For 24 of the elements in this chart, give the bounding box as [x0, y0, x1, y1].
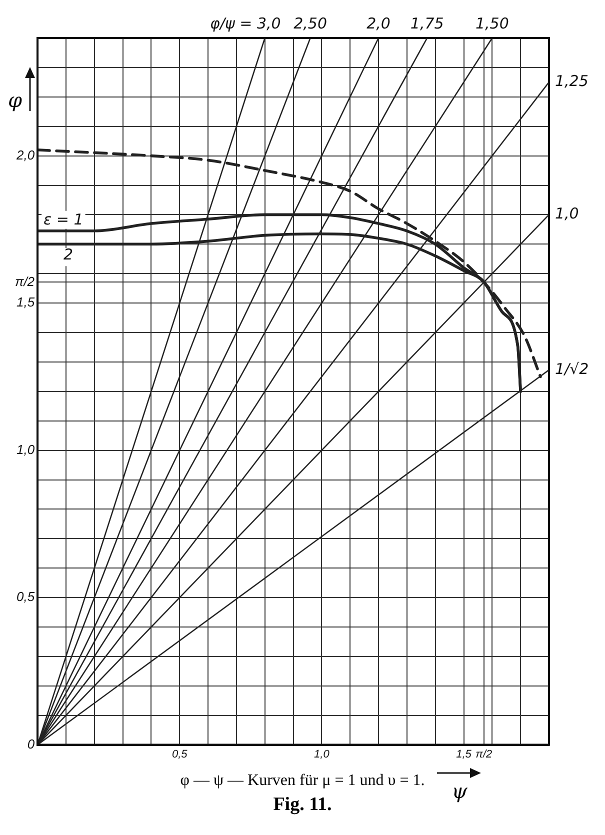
y-tick-label: 0,5: [16, 589, 36, 604]
series-label: 1/√2: [555, 360, 589, 378]
x-tick-label: π/2: [476, 748, 492, 760]
text: φ — ψ — Kurven für μ = 1 und υ = 1.: [180, 772, 425, 789]
y-axis-title: φ: [8, 88, 22, 112]
y-tick-label: 0: [27, 736, 36, 752]
caption: Fig. 11.: [273, 794, 332, 815]
series-label: ε = 1: [44, 210, 84, 228]
series-label: 2,0: [366, 14, 390, 32]
y-tick-label: 1,5: [16, 294, 36, 310]
x-tick-label: 0,5: [172, 748, 188, 760]
x-tick-label: 1,5: [456, 748, 472, 760]
series-label: 1,25: [555, 72, 588, 90]
series-label: 1,75: [410, 14, 444, 32]
series-label: 1,0: [555, 204, 579, 223]
x-axis-title: ψ: [452, 778, 468, 803]
y-tick-label: 1,0: [16, 442, 36, 457]
x-tick-label: 1,0: [314, 748, 330, 760]
series-label: φ/ψ = 3,0: [210, 14, 281, 32]
series-label: 2,50: [294, 14, 328, 32]
y-tick-label: π/2: [14, 274, 36, 289]
series-label: 2: [64, 246, 74, 264]
series-label: 1,50: [475, 14, 509, 32]
y-tick-label: 2,0: [15, 147, 36, 162]
